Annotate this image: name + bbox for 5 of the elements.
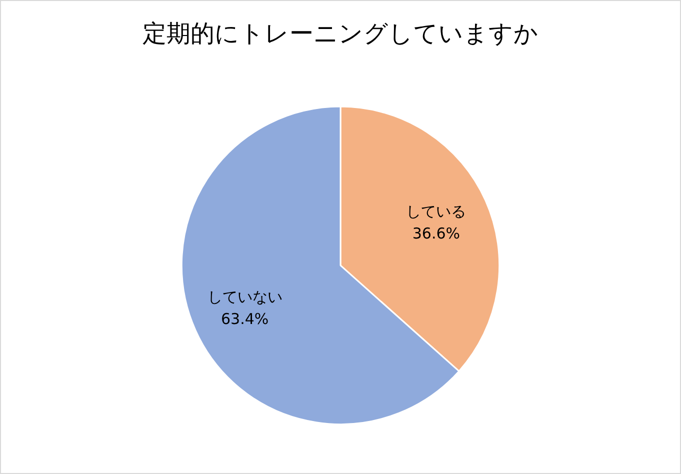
data-label: 36.6% <box>412 224 460 242</box>
data-label: 63.4% <box>220 310 269 328</box>
slice-label: していない <box>207 288 282 306</box>
slice-label: している <box>406 202 466 220</box>
chart-title: 定期的にトレーニングしていますか <box>142 20 538 48</box>
